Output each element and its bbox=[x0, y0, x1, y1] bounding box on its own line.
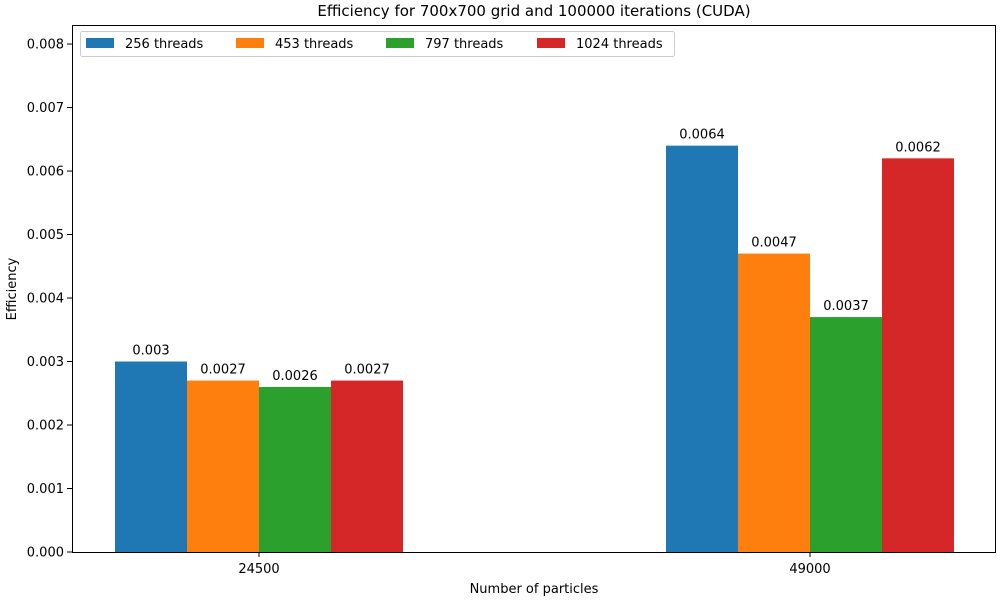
bar-value-label: 0.0047 bbox=[751, 236, 797, 251]
legend-label: 1024 threads bbox=[576, 37, 663, 52]
bar bbox=[810, 317, 882, 552]
y-axis-label: Efficiency bbox=[5, 257, 20, 320]
x-tick-label: 49000 bbox=[789, 562, 830, 577]
bar-value-label: 0.0064 bbox=[679, 128, 725, 143]
legend-swatch bbox=[537, 38, 565, 48]
y-tick-label: 0.005 bbox=[27, 228, 64, 243]
bar bbox=[187, 380, 259, 552]
bar-value-label: 0.0037 bbox=[823, 299, 869, 314]
bar bbox=[259, 386, 331, 552]
legend-swatch bbox=[236, 38, 264, 48]
bar bbox=[115, 361, 187, 552]
y-tick-label: 0.000 bbox=[27, 546, 64, 561]
y-tick-label: 0.002 bbox=[27, 419, 64, 434]
legend-label: 256 threads bbox=[125, 37, 204, 52]
y-tick-label: 0.007 bbox=[27, 101, 64, 116]
y-tick-label: 0.006 bbox=[27, 165, 64, 180]
bar bbox=[331, 380, 403, 552]
chart-title: Efficiency for 700x700 grid and 100000 i… bbox=[317, 2, 750, 20]
y-tick-label: 0.004 bbox=[27, 292, 64, 307]
bar bbox=[738, 253, 810, 552]
legend-label: 453 threads bbox=[275, 37, 354, 52]
x-tick-label: 24500 bbox=[238, 562, 279, 577]
legend-swatch bbox=[86, 38, 114, 48]
y-tick-label: 0.003 bbox=[27, 355, 64, 370]
y-tick-label: 0.008 bbox=[27, 38, 64, 53]
plot-area-frame bbox=[72, 25, 996, 553]
bar-value-label: 0.0027 bbox=[344, 363, 390, 378]
bar-value-label: 0.003 bbox=[132, 344, 169, 359]
bar-value-label: 0.0027 bbox=[200, 363, 246, 378]
legend: 256 threads 453 threads 797 threads 1024 th… bbox=[80, 31, 675, 57]
bar bbox=[666, 145, 738, 552]
legend-swatch bbox=[386, 38, 414, 48]
legend-frame bbox=[80, 31, 675, 57]
y-tick-label: 0.001 bbox=[27, 482, 64, 497]
bar-value-label: 0.0062 bbox=[895, 140, 941, 155]
legend-label: 797 threads bbox=[425, 37, 504, 52]
bar-value-label: 0.0026 bbox=[272, 369, 318, 384]
bar bbox=[882, 158, 954, 553]
x-axis-label: Number of particles bbox=[470, 582, 599, 597]
